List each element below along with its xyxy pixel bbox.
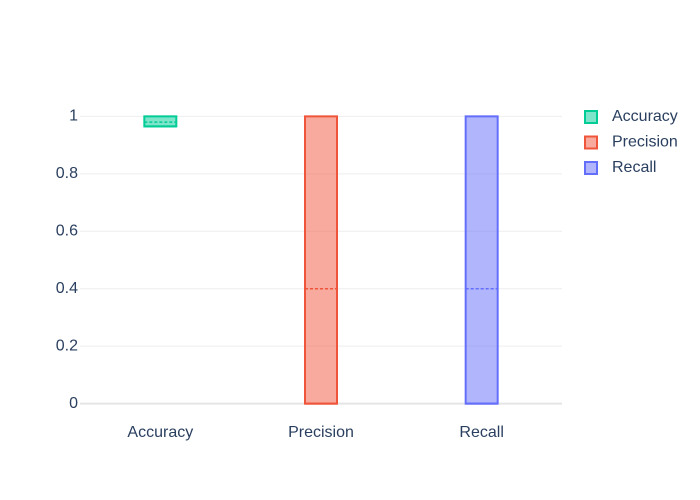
y-tick-label: 1 [69,108,78,125]
y-tick-label: 0.6 [56,222,78,239]
y-tick-label: 0.2 [56,337,78,354]
y-tick-label: 0.4 [56,280,78,297]
x-tick-label: Precision [288,424,354,441]
legend-label: Precision [612,134,678,151]
legend-label: Accuracy [612,108,678,125]
y-tick-label: 0 [69,395,78,412]
legend-swatch [584,110,598,124]
x-tick-label: Recall [459,424,503,441]
box [304,115,338,405]
y-tick-label: 0.8 [56,165,78,182]
legend-swatch [584,135,598,150]
legend-label: Recall [612,159,656,176]
box [464,115,499,405]
x-tick-label: Accuracy [127,424,193,441]
legend-swatch [584,161,598,175]
